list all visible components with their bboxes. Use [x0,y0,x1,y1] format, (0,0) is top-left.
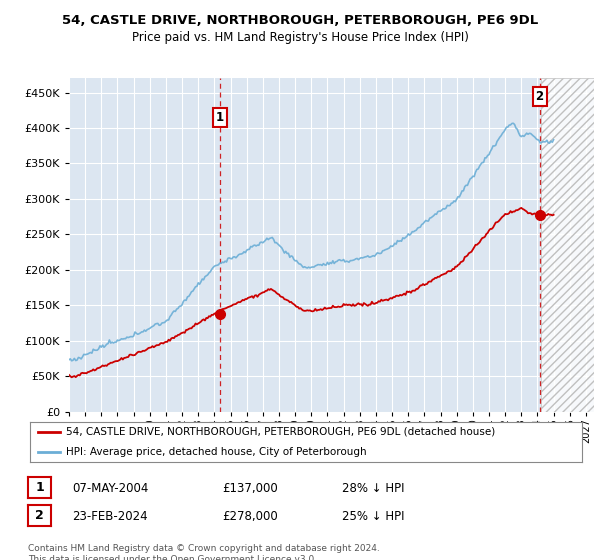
Text: £137,000: £137,000 [222,482,278,495]
Text: 2: 2 [535,90,544,102]
FancyBboxPatch shape [541,78,594,412]
Text: Price paid vs. HM Land Registry's House Price Index (HPI): Price paid vs. HM Land Registry's House … [131,31,469,44]
Text: 28% ↓ HPI: 28% ↓ HPI [342,482,404,495]
Text: 25% ↓ HPI: 25% ↓ HPI [342,510,404,523]
Text: 07-MAY-2004: 07-MAY-2004 [72,482,148,495]
Text: £278,000: £278,000 [222,510,278,523]
Text: 2: 2 [35,509,44,522]
Text: 1: 1 [35,481,44,494]
Text: 23-FEB-2024: 23-FEB-2024 [72,510,148,523]
Text: Contains HM Land Registry data © Crown copyright and database right 2024.
This d: Contains HM Land Registry data © Crown c… [28,544,380,560]
Text: 54, CASTLE DRIVE, NORTHBOROUGH, PETERBOROUGH, PE6 9DL: 54, CASTLE DRIVE, NORTHBOROUGH, PETERBOR… [62,14,538,27]
Text: 1: 1 [216,111,224,124]
Text: 54, CASTLE DRIVE, NORTHBOROUGH, PETERBOROUGH, PE6 9DL (detached house): 54, CASTLE DRIVE, NORTHBOROUGH, PETERBOR… [66,427,495,437]
Text: HPI: Average price, detached house, City of Peterborough: HPI: Average price, detached house, City… [66,447,367,457]
